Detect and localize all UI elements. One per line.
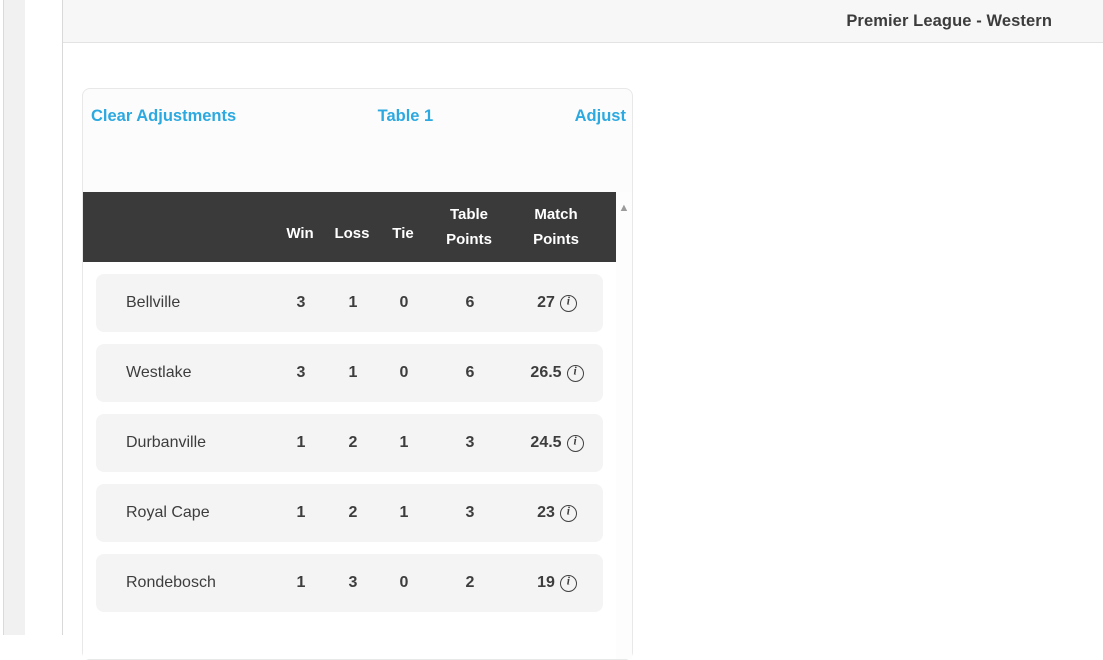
loss-value: 1: [348, 294, 358, 311]
standings-card: Clear Adjustments Table 1 Adjust Win Los…: [82, 88, 633, 660]
info-icon[interactable]: i: [559, 294, 577, 312]
info-icon-glyph: i: [566, 505, 570, 518]
team-name: Royal Cape: [126, 504, 210, 521]
match-points-cell: 24.5 i: [511, 434, 603, 452]
team-name: Durbanville: [126, 434, 207, 451]
table-row: Durbanville 1 2 1 3 24.5 i: [96, 414, 603, 472]
column-header-table-points: Table Points: [446, 206, 492, 248]
team-name: Westlake: [126, 364, 192, 381]
tie-value: 1: [399, 434, 409, 451]
match-points-value: 23: [537, 504, 555, 521]
table-row: Royal Cape 1 2 1 3 23 i: [96, 484, 603, 542]
adjust-link[interactable]: Adjust: [574, 107, 626, 125]
match-points-value: 19: [537, 574, 555, 591]
scroll-up-arrow-icon[interactable]: ▲: [618, 202, 630, 214]
info-icon[interactable]: i: [559, 574, 577, 592]
tie-value: 0: [399, 364, 409, 381]
page-title: Premier League - Western: [846, 11, 1052, 30]
win-value: 1: [296, 434, 306, 451]
table-scrollbar[interactable]: ▲: [616, 192, 632, 659]
match-points-cell: 19 i: [511, 574, 603, 592]
card-header: Clear Adjustments Table 1 Adjust: [83, 89, 632, 192]
table-header-row: Win Loss Tie Table Points Match Points: [83, 192, 616, 262]
info-icon[interactable]: i: [559, 504, 577, 522]
win-value: 3: [296, 294, 306, 311]
loss-value: 1: [348, 364, 358, 381]
table-points-value: 2: [465, 574, 475, 591]
match-points-value: 24.5: [530, 434, 562, 451]
win-value: 1: [296, 574, 306, 591]
win-value: 3: [296, 364, 306, 381]
match-points-cell: 26.5 i: [511, 364, 603, 382]
table-points-value: 6: [465, 364, 475, 381]
win-value: 1: [296, 504, 306, 521]
info-icon[interactable]: i: [566, 364, 584, 382]
team-name: Rondebosch: [126, 574, 216, 591]
info-icon-glyph: i: [573, 365, 577, 378]
top-bar: Premier League - Western: [63, 0, 1103, 43]
column-header-match-points: Match Points: [533, 206, 579, 248]
clear-adjustments-link[interactable]: Clear Adjustments: [91, 107, 237, 125]
table-row: Bellville 3 1 0 6 27 i: [96, 274, 603, 332]
match-points-value: 27: [537, 294, 555, 311]
tie-value: 0: [399, 574, 409, 591]
table-points-value: 3: [465, 434, 475, 451]
table-points-value: 6: [465, 294, 475, 311]
column-header-loss: Loss: [334, 224, 370, 242]
column-header-tie: Tie: [392, 224, 414, 242]
info-icon-glyph: i: [573, 435, 577, 448]
table-selector-link[interactable]: Table 1: [377, 107, 434, 125]
loss-value: 2: [348, 504, 358, 521]
tie-value: 1: [399, 504, 409, 521]
match-points-cell: 23 i: [511, 504, 603, 522]
table-body: Bellville 3 1 0 6 27 i Westlake 3 1 0 6 …: [83, 262, 616, 612]
match-points-value: 26.5: [530, 364, 562, 381]
table-row: Westlake 3 1 0 6 26.5 i: [96, 344, 603, 402]
match-points-cell: 27 i: [511, 294, 603, 312]
column-header-win: Win: [286, 224, 314, 242]
left-gutter-strip: [3, 0, 25, 635]
info-icon-glyph: i: [566, 575, 570, 588]
table-row: Rondebosch 1 3 0 2 19 i: [96, 554, 603, 612]
tie-value: 0: [399, 294, 409, 311]
table-points-value: 3: [465, 504, 475, 521]
main-content: Premier League - Western Clear Adjustmen…: [62, 0, 1103, 660]
team-name: Bellville: [126, 294, 181, 311]
standings-table: Win Loss Tie Table Points Match Points B…: [83, 192, 632, 659]
info-icon-glyph: i: [566, 295, 570, 308]
loss-value: 2: [348, 434, 358, 451]
info-icon[interactable]: i: [566, 434, 584, 452]
loss-value: 3: [348, 574, 358, 591]
